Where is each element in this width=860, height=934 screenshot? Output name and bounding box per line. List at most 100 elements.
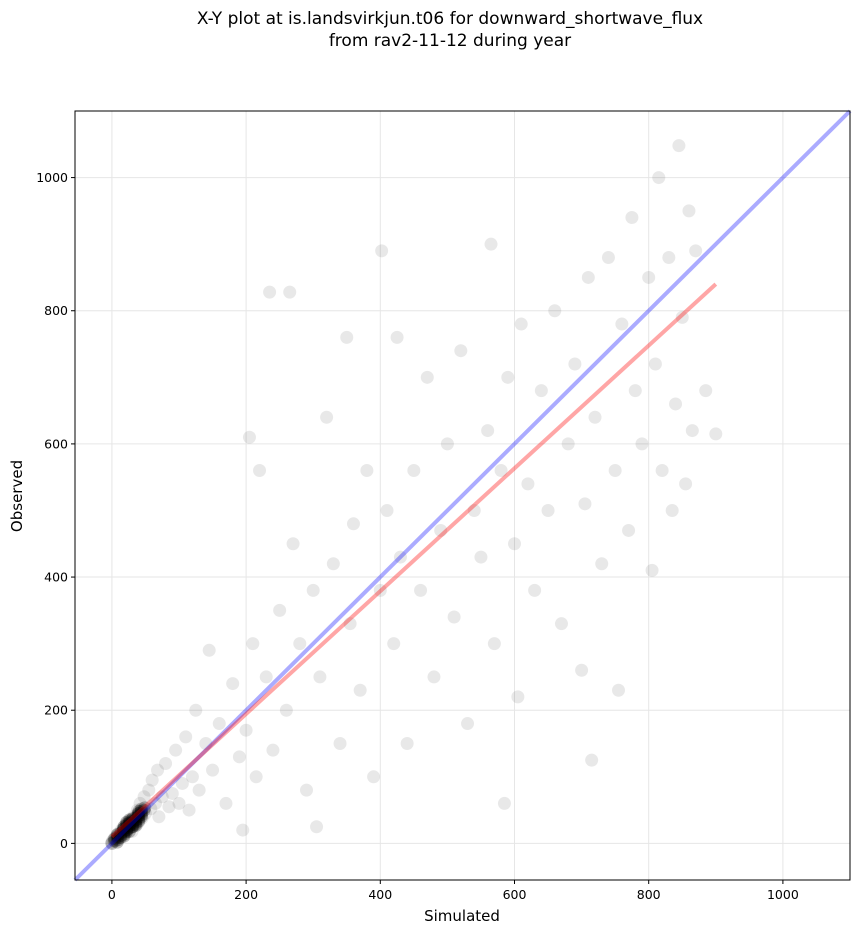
data-point [541, 503, 555, 517]
data-point [131, 809, 145, 823]
data-point [561, 437, 575, 451]
data-point [578, 497, 592, 511]
data-point [326, 557, 340, 571]
data-point [333, 737, 347, 751]
data-point [652, 171, 666, 185]
data-point [114, 823, 128, 837]
x-tick-label: 0 [108, 887, 116, 902]
data-point [123, 814, 137, 828]
data-point [414, 583, 428, 597]
data-point [286, 537, 300, 551]
data-point [112, 826, 126, 840]
data-point [313, 670, 327, 684]
data-point [106, 833, 120, 847]
data-point [390, 330, 404, 344]
data-point [581, 270, 595, 284]
data-point [152, 810, 166, 824]
data-point [206, 763, 220, 777]
data-point [138, 806, 152, 820]
data-point [554, 617, 568, 631]
x-tick-label: 600 [503, 887, 527, 902]
data-point [135, 811, 149, 825]
data-point [662, 250, 676, 264]
data-point [134, 804, 148, 818]
y-tick-label: 200 [44, 703, 68, 718]
data-point [367, 770, 381, 784]
data-point [400, 737, 414, 751]
x-tick-label: 1000 [767, 887, 799, 902]
data-point [137, 790, 151, 804]
chart-title: X-Y plot at is.landsvirkjun.t06 for down… [0, 8, 860, 52]
data-point [120, 821, 134, 835]
data-point [454, 344, 468, 358]
data-point [232, 750, 246, 764]
data-point [169, 743, 183, 757]
data-point [588, 410, 602, 424]
data-point [120, 823, 134, 837]
data-point [306, 583, 320, 597]
data-point [320, 410, 334, 424]
scatter-points [105, 139, 723, 850]
data-point [129, 813, 143, 827]
data-point [608, 464, 622, 478]
data-point [548, 304, 562, 318]
gridlines [75, 111, 850, 880]
data-point [612, 683, 626, 697]
axis-ticks: 0 200 400 600 800 1000 0 200 400 600 800 1000 [36, 170, 799, 902]
plot-frame [74, 110, 851, 881]
data-point [120, 815, 134, 829]
data-point [185, 770, 199, 784]
data-point [117, 820, 131, 834]
data-point [126, 816, 140, 830]
data-point [126, 810, 140, 824]
data-point [122, 822, 136, 836]
data-point [665, 503, 679, 517]
data-point [110, 828, 124, 842]
data-point [293, 637, 307, 651]
data-point [132, 808, 146, 822]
data-point [236, 823, 250, 837]
data-point [393, 550, 407, 564]
data-point [125, 814, 139, 828]
data-point [117, 827, 131, 841]
data-point [142, 783, 156, 797]
data-point [114, 830, 128, 844]
data-point [648, 357, 662, 371]
data-point [685, 424, 699, 438]
data-point [120, 816, 134, 830]
x-tick-label: 800 [637, 887, 661, 902]
data-point [128, 813, 142, 827]
data-point [189, 703, 203, 717]
data-point [585, 753, 599, 767]
data-point [114, 826, 128, 840]
data-point [440, 437, 454, 451]
data-point [474, 550, 488, 564]
data-point [249, 770, 263, 784]
data-point [434, 523, 448, 537]
data-point [467, 503, 481, 517]
data-point [128, 811, 142, 825]
data-point [481, 424, 495, 438]
data-point [407, 464, 421, 478]
data-point [134, 810, 148, 824]
data-point [266, 743, 280, 757]
data-point [122, 813, 136, 827]
data-point [699, 384, 713, 398]
data-point [514, 317, 528, 331]
data-point [501, 370, 515, 384]
data-point [138, 801, 152, 815]
data-point [126, 812, 140, 826]
data-point [172, 796, 186, 810]
data-point [134, 808, 148, 822]
data-point [113, 830, 127, 844]
data-point [353, 683, 367, 697]
regression-line [110, 282, 718, 839]
data-point [679, 477, 693, 491]
data-point [149, 796, 163, 810]
x-axis-label: Simulated [424, 907, 500, 925]
data-point [128, 817, 142, 831]
data-point [108, 831, 122, 845]
data-point [645, 563, 659, 577]
data-point [116, 824, 130, 838]
data-point [202, 643, 216, 657]
